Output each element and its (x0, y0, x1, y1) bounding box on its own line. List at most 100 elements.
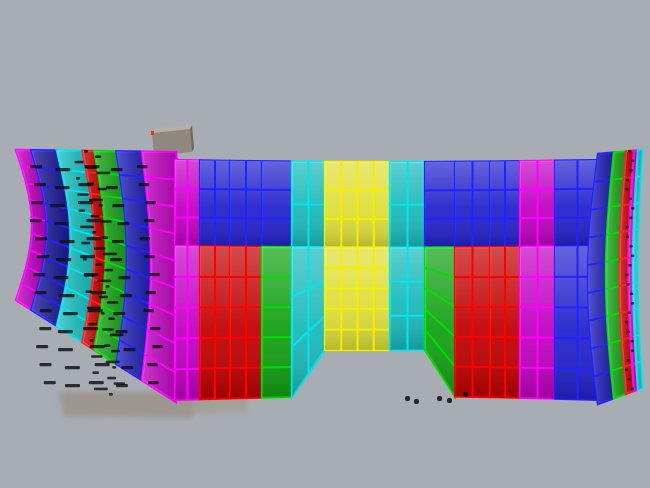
node-label-mark (148, 381, 159, 385)
node-label-mark (111, 240, 124, 244)
contour-column[interactable] (290, 160, 327, 401)
shade-overlay (31, 150, 71, 326)
node-label-mark (117, 222, 130, 226)
wing-contour-band[interactable] (140, 150, 185, 405)
contour-column[interactable] (198, 159, 232, 401)
mesh-line (620, 229, 630, 234)
node-label-mark (87, 182, 94, 185)
node-label-mark (92, 231, 97, 234)
node-label-mark (55, 168, 71, 172)
mesh-line (94, 256, 107, 263)
mesh-line (608, 204, 622, 209)
node-label-mark (54, 186, 70, 190)
node-label-mark (630, 159, 635, 163)
node-label-mark (105, 360, 120, 364)
node-label-mark (102, 328, 114, 331)
shade-overlay (633, 150, 642, 390)
node-label-mark (35, 237, 48, 241)
mesh-line (97, 327, 121, 342)
node-label-mark (626, 283, 630, 286)
shade-overlay (16, 150, 47, 310)
mesh-line (605, 258, 620, 263)
mesh-line (424, 328, 456, 368)
shade-overlay (425, 161, 455, 248)
wing-contour-band[interactable] (631, 148, 644, 392)
contour-column[interactable] (323, 160, 392, 352)
contour-column[interactable] (453, 160, 492, 399)
mesh-line (608, 339, 623, 345)
node-label-mark (625, 273, 629, 277)
node-label-mark (625, 321, 629, 324)
contour-column[interactable] (553, 158, 602, 402)
node-label-mark (89, 339, 94, 342)
mesh-line (587, 260, 607, 266)
contour-column[interactable] (488, 160, 522, 399)
node-label-mark (106, 301, 119, 304)
node-label-mark (39, 363, 52, 367)
mesh-line (144, 176, 179, 181)
mesh-line (21, 282, 37, 293)
node-label-mark (152, 345, 163, 349)
node-label-mark (59, 240, 75, 244)
mesh-line (424, 266, 456, 279)
node-label-mark (447, 398, 452, 403)
mesh-line (31, 215, 47, 222)
mesh-line (105, 260, 128, 271)
node-label-mark (53, 276, 69, 280)
mesh-line (591, 206, 609, 211)
shade-overlay (262, 246, 292, 398)
contour-column[interactable] (173, 158, 202, 402)
node-label-mark (101, 236, 109, 239)
node-label-mark (628, 150, 632, 153)
node-label-mark (110, 349, 120, 353)
node-label-mark (64, 366, 80, 370)
node-label-mark (94, 155, 102, 158)
node-label-mark (119, 294, 132, 298)
node-label-mark (138, 183, 150, 187)
node-label-mark (631, 254, 635, 258)
node-label-mark (80, 255, 96, 259)
right-wing-panel[interactable] (586, 148, 644, 406)
mesh-line (587, 288, 607, 294)
shade-overlay (116, 151, 151, 381)
contour-column[interactable] (388, 160, 427, 352)
node-label-mark (108, 317, 115, 320)
mesh-line (605, 285, 620, 290)
node-label-mark (626, 330, 631, 334)
mesh-line (101, 194, 124, 200)
node-label-mark (84, 150, 88, 153)
node-label-mark (629, 292, 634, 296)
node-label-mark (58, 348, 73, 352)
node-label-mark (94, 363, 110, 367)
node-label-mark (628, 197, 632, 201)
mesh-line (634, 334, 640, 338)
node-label-mark (631, 207, 635, 210)
node-label-mark (92, 371, 99, 374)
node-label-mark (437, 396, 442, 401)
front-panel[interactable] (173, 158, 602, 402)
left-wing-panel[interactable] (14, 148, 185, 405)
node-label-mark (65, 384, 80, 388)
node-label-mark (31, 201, 43, 205)
mesh-line (89, 298, 103, 307)
node-label-mark (100, 220, 112, 223)
node-label-mark (112, 204, 125, 208)
contour-column[interactable] (228, 159, 264, 400)
node-label-mark (80, 225, 94, 229)
node-label-mark (629, 245, 633, 248)
node-label-mark (414, 399, 419, 404)
node-label-mark (105, 186, 118, 190)
mesh-line (633, 307, 639, 311)
node-label-mark (83, 327, 99, 331)
node-label-mark (75, 177, 80, 180)
contour-column[interactable] (518, 159, 557, 400)
contour-column[interactable] (423, 160, 457, 401)
contour-column[interactable] (260, 160, 294, 399)
node-label-mark (29, 219, 42, 223)
shade-overlay (142, 151, 184, 402)
mesh-line (632, 281, 638, 285)
node-label-mark (628, 264, 632, 267)
node-label-mark (625, 226, 629, 229)
